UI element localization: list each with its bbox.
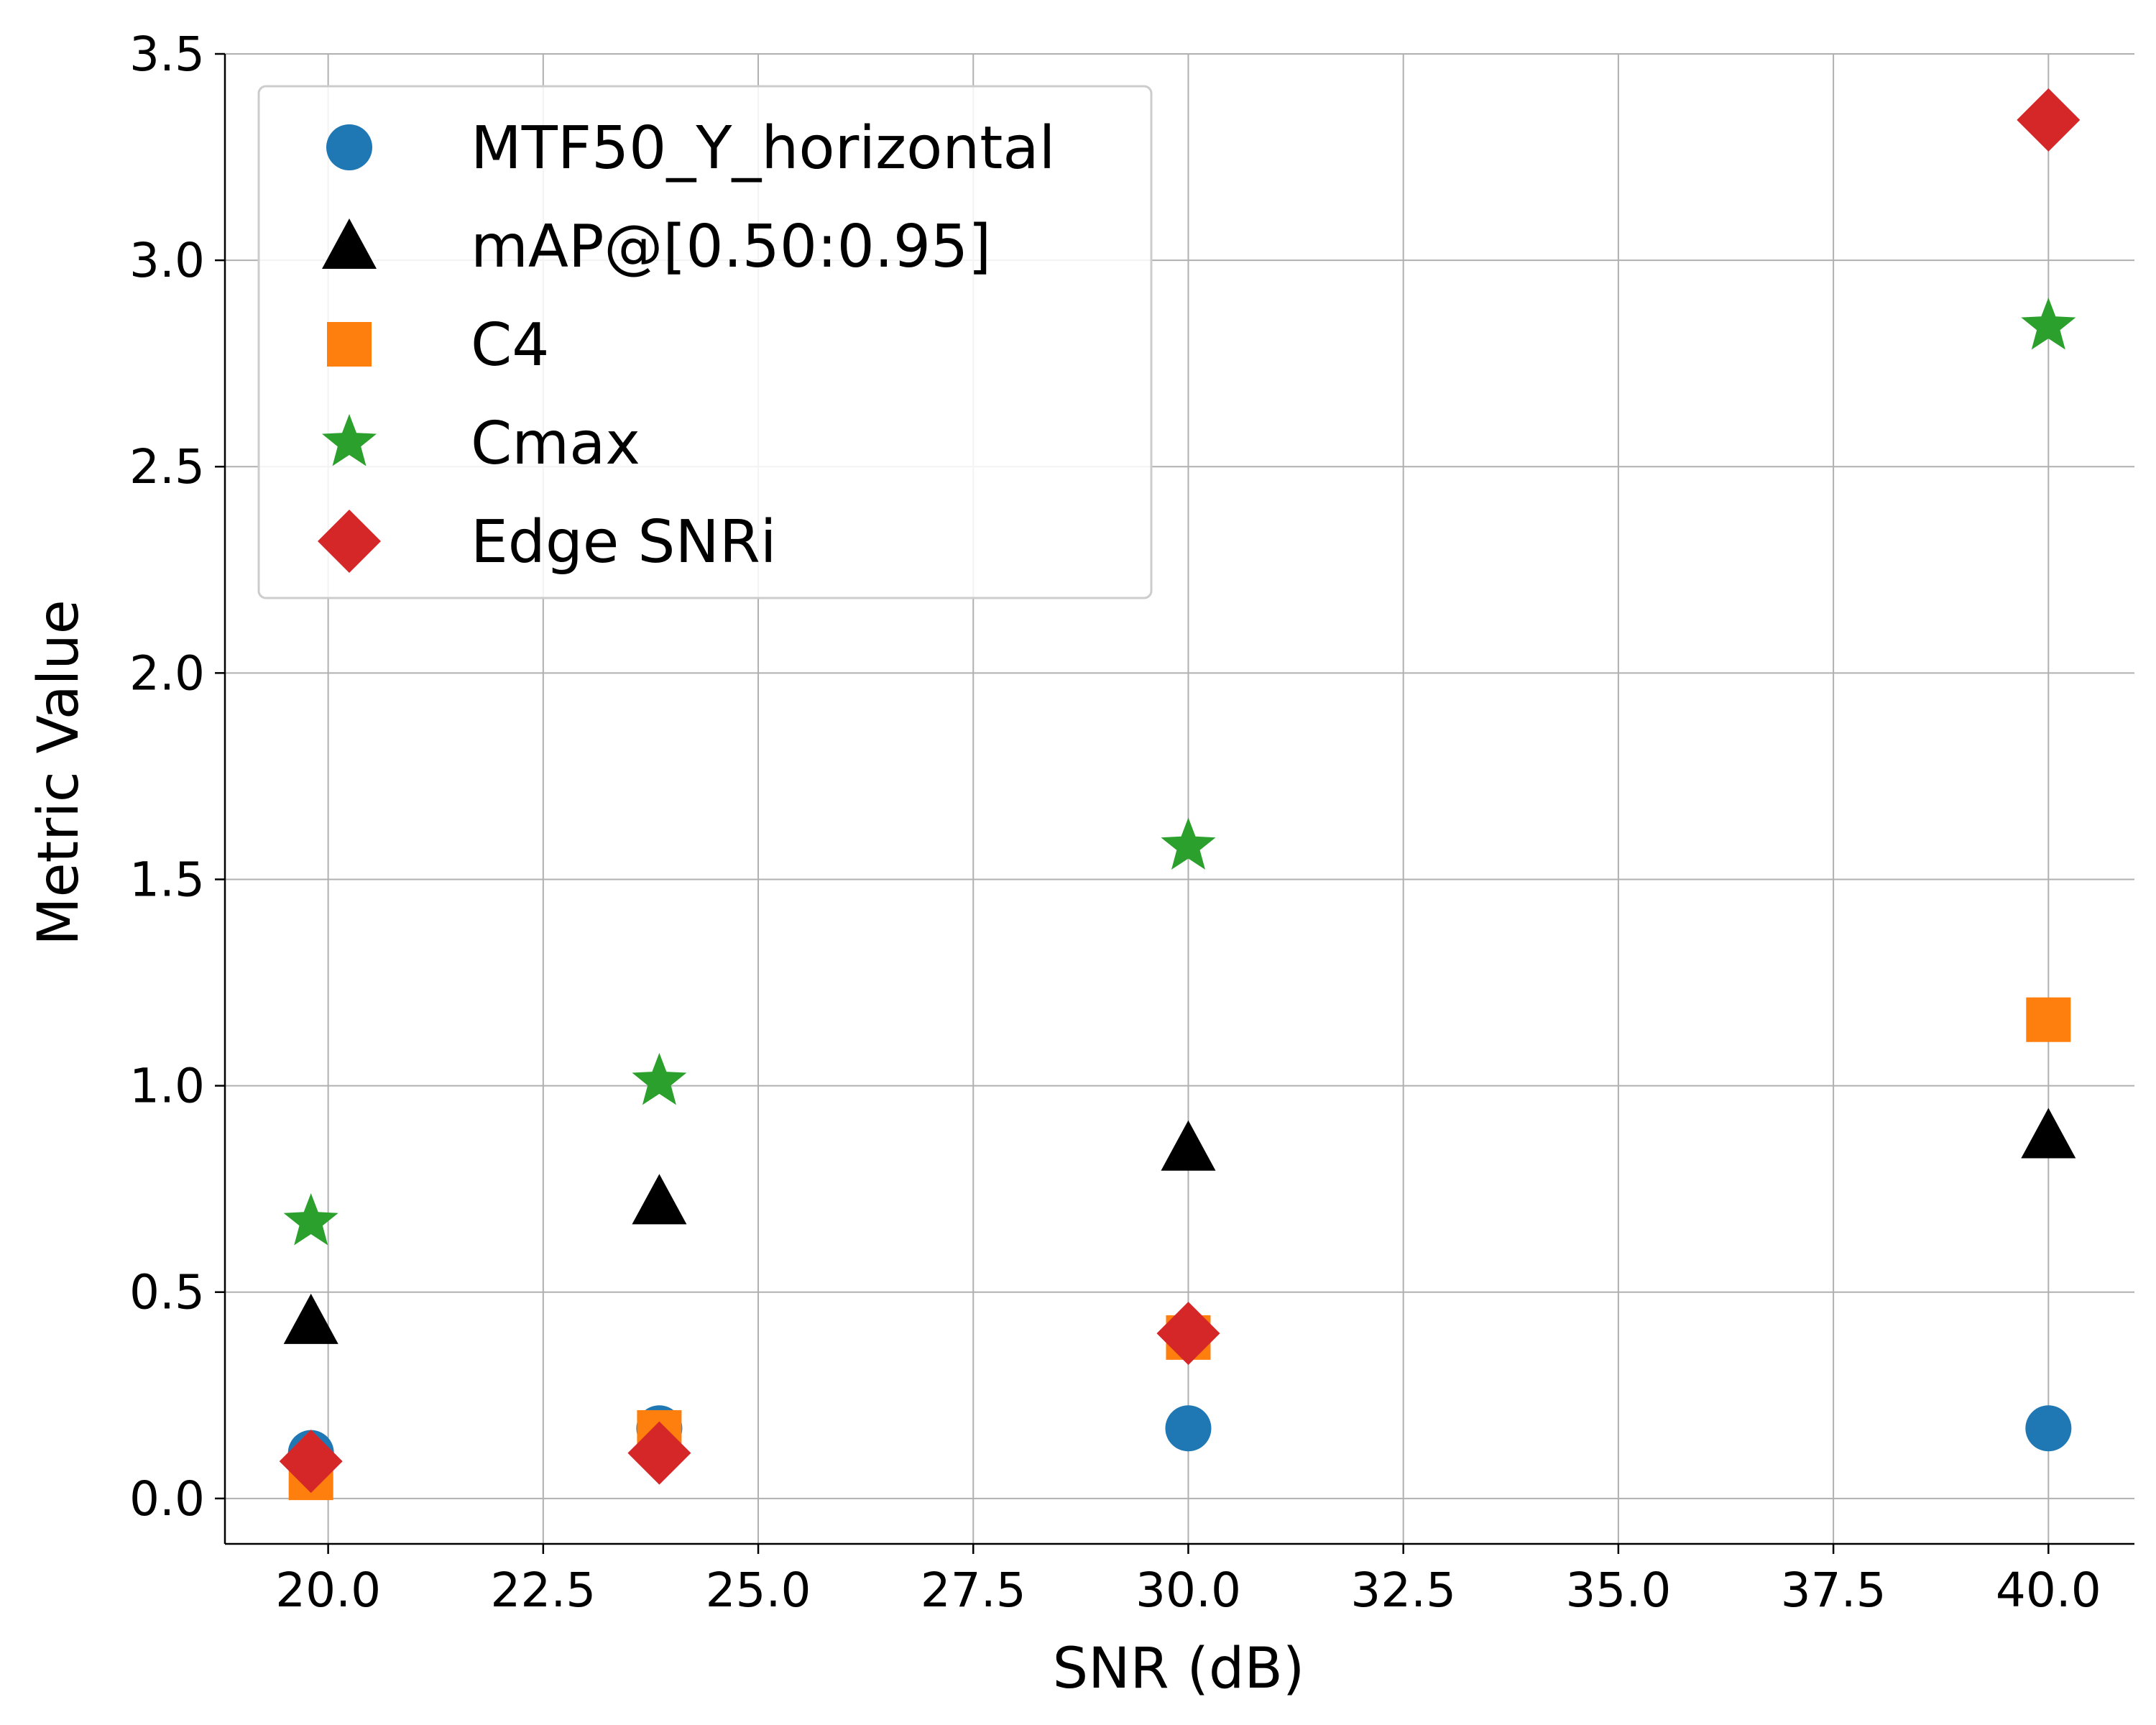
x-tick-label: 22.5 [490, 1563, 596, 1618]
data-point-circle [2025, 1405, 2072, 1452]
legend-entry: MTF50_Y_horizontal [471, 114, 1055, 183]
data-point-diamond [279, 1430, 343, 1494]
y-tick-label: 2.0 [129, 645, 205, 701]
y-tick-label: 1.0 [129, 1059, 205, 1114]
data-point-triangle [1161, 1120, 1216, 1171]
x-axis-label: SNR (dB) [1053, 1637, 1305, 1701]
legend-entry: Edge SNRi [471, 508, 777, 576]
legend-entry: Cmax [471, 410, 640, 478]
tick-marks: 20.0 22.5 25.0 27.5 30.0 32.5 35.0 37.5 40.0 0.0 0… [129, 27, 2101, 1618]
legend-marker-star [322, 414, 377, 466]
legend-marker-circle [326, 124, 372, 170]
x-tick-label: 20.0 [275, 1563, 381, 1618]
x-tick-label: 30.0 [1135, 1563, 1241, 1618]
data-point-star [2021, 298, 2076, 350]
y-tick-label: 1.5 [129, 852, 205, 907]
y-tick-label: 3.5 [129, 27, 205, 82]
data-point-triangle [632, 1174, 687, 1225]
data-points [279, 88, 2081, 1501]
y-axis-label: Metric Value [27, 599, 91, 945]
grid-lines [225, 53, 2134, 1544]
legend-marker-triangle [322, 218, 377, 269]
x-tick-label: 25.0 [706, 1563, 811, 1618]
data-point-star [283, 1193, 338, 1246]
data-point-square [2026, 997, 2071, 1042]
data-point-diamond [627, 1421, 691, 1485]
legend-marker-square [327, 322, 372, 367]
y-tick-label: 2.5 [129, 439, 205, 494]
legend: MTF50_Y_horizontal mAP@[0.50:0.95] C4 Cmax E… [257, 85, 1153, 599]
x-tick-label: 27.5 [921, 1563, 1026, 1618]
data-point-star [1161, 817, 1216, 870]
x-tick-label: 35.0 [1565, 1563, 1671, 1618]
data-point-triangle [283, 1293, 338, 1344]
data-point-diamond [2017, 88, 2081, 152]
data-point-diamond [1156, 1302, 1220, 1366]
y-tick-label: 3.0 [129, 233, 205, 288]
y-tick-label: 0.0 [129, 1471, 205, 1527]
legend-entry: C4 [471, 311, 549, 380]
x-tick-label: 37.5 [1781, 1563, 1886, 1618]
x-tick-label: 32.5 [1350, 1563, 1456, 1618]
x-tick-label: 40.0 [1996, 1563, 2101, 1618]
data-point-star [632, 1052, 687, 1105]
legend-marker-diamond [318, 510, 381, 573]
legend-box [257, 85, 1153, 599]
data-point-triangle [2021, 1108, 2076, 1159]
y-tick-label: 0.5 [129, 1265, 205, 1320]
legend-entry: mAP@[0.50:0.95] [471, 213, 991, 281]
data-point-circle [1165, 1405, 1212, 1452]
